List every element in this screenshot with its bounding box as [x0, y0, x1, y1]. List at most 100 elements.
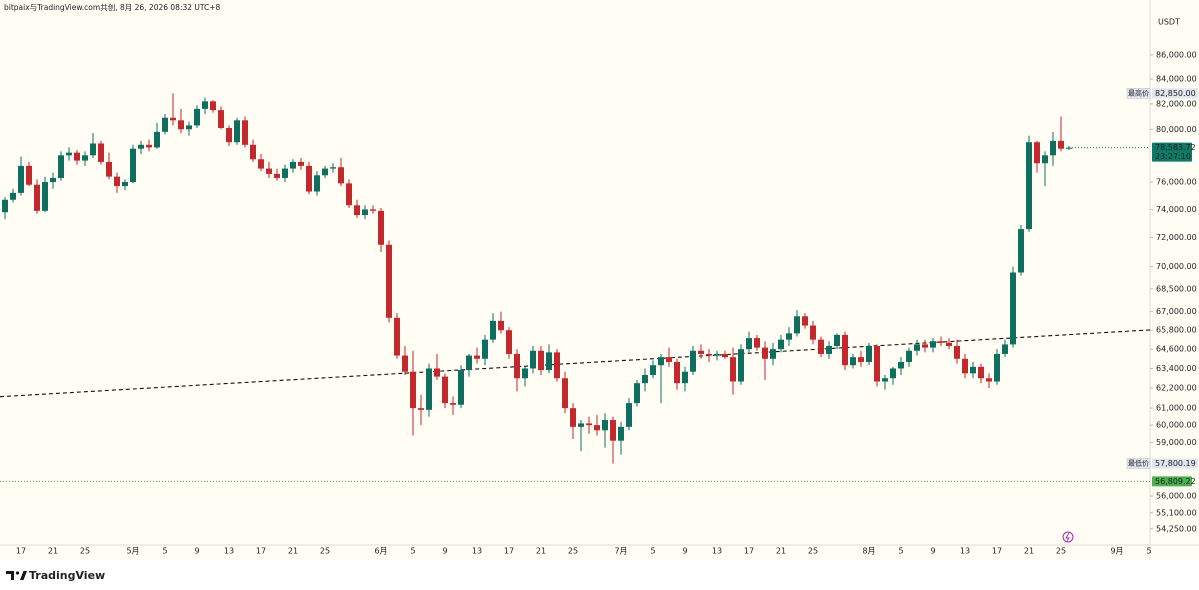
candle-body [354, 205, 360, 216]
candle-body [930, 341, 936, 348]
candle-body [898, 361, 904, 369]
candle-body [826, 345, 832, 354]
candle-body [1018, 229, 1024, 273]
candle-body [642, 374, 648, 384]
x-tick-label: 8月 [862, 547, 875, 556]
candles [2, 93, 1072, 464]
candle-body [610, 420, 616, 441]
candle-body [218, 110, 224, 128]
x-tick-label: 21 [776, 547, 786, 556]
candle-body [810, 325, 816, 340]
candle-body [1042, 155, 1048, 164]
x-tick-label: 9 [194, 547, 199, 556]
candle-body [874, 345, 880, 382]
candle-body [282, 168, 288, 178]
candle-body [994, 353, 1000, 382]
candle-body [514, 353, 520, 379]
candle-body [1002, 344, 1008, 354]
y-tick-label: 70,000.00 [1156, 262, 1197, 271]
y-tick-label: 74,000.00 [1156, 205, 1197, 214]
candle-body [146, 144, 152, 148]
candle-body [378, 210, 384, 245]
candle-body [778, 339, 784, 350]
candle-body [466, 355, 472, 371]
candle-body [330, 167, 336, 169]
x-tick-label: 21 [536, 547, 546, 556]
candle-body [1050, 140, 1056, 156]
candle-body [914, 344, 920, 351]
x-tick-label: 17 [16, 547, 26, 556]
candle-body [658, 357, 664, 366]
marker-value-box [1152, 88, 1198, 99]
candle-body [226, 127, 232, 143]
y-tick-label: 67,000.00 [1156, 307, 1197, 316]
candle-body [298, 161, 304, 166]
y-tick-label: 59,000.00 [1156, 438, 1197, 447]
candle-body [978, 366, 984, 379]
x-tick-label: 5 [410, 547, 415, 556]
candle-body [482, 339, 488, 359]
candle-body [418, 408, 424, 410]
y-tick-label: 55,100.00 [1156, 508, 1197, 517]
y-tick-label: 72,000.00 [1156, 233, 1197, 242]
candle-body [98, 143, 104, 162]
last-price-box [1152, 142, 1192, 162]
candle-body [762, 347, 768, 359]
candle-body [66, 152, 72, 156]
candle-body [306, 165, 312, 192]
marker-value: 82,850.00 [1155, 89, 1196, 98]
candle-body [850, 357, 856, 366]
candle-body [730, 357, 736, 382]
candle-body [442, 376, 448, 404]
y-tick-label: 86,000.00 [1156, 50, 1197, 59]
currency-label: USDT [1158, 18, 1180, 27]
y-tick-label: 62,200.00 [1156, 384, 1197, 393]
brand-logo [6, 571, 27, 580]
candle-body [770, 349, 776, 359]
candle-body [570, 408, 576, 427]
x-tick-label: 5 [898, 547, 903, 556]
candle-body [794, 316, 800, 334]
candle-body [962, 358, 968, 374]
x-tick-label: 6月 [374, 547, 387, 556]
candle-body [818, 339, 824, 354]
candle-body [802, 316, 808, 326]
y-tick-label: 65,800.00 [1156, 326, 1197, 335]
candle-body [186, 125, 192, 130]
y-tick-label: 56,000.00 [1156, 492, 1197, 501]
x-tick-label: 21 [48, 547, 58, 556]
candle-body [626, 403, 632, 427]
candle-body [434, 368, 440, 377]
x-tick-label: 13 [224, 547, 234, 556]
candle-body [170, 117, 176, 121]
candle-body [858, 357, 864, 362]
candle-body [890, 368, 896, 379]
candle-body [154, 131, 160, 148]
candle-body [394, 317, 400, 356]
y-tick-label: 54,250.00 [1156, 524, 1197, 533]
x-tick-label: 17 [992, 547, 1002, 556]
candle-body [26, 165, 32, 185]
marker-name-box [1126, 88, 1151, 99]
candle-body [234, 120, 240, 143]
candle-body [634, 383, 640, 404]
candle-body [410, 371, 416, 409]
price-line-box [1152, 476, 1192, 487]
x-tick-label: 5月 [126, 547, 139, 556]
candle-body [922, 344, 928, 348]
x-tick-label: 5 [650, 547, 655, 556]
candle-body [90, 143, 96, 156]
x-tick-label: 17 [256, 547, 266, 556]
candle-body [954, 345, 960, 359]
candle-body [938, 341, 944, 343]
candle-body [506, 330, 512, 354]
marker-name: 最低价 [1128, 459, 1149, 468]
candle-body [650, 365, 656, 375]
marker-value-box [1152, 458, 1198, 469]
candle-body [426, 368, 432, 410]
candle-body [362, 209, 368, 216]
candle-body [34, 184, 40, 211]
candle-body [882, 378, 888, 382]
candle-body [386, 244, 392, 318]
y-tick-label: 60,000.00 [1156, 421, 1197, 430]
